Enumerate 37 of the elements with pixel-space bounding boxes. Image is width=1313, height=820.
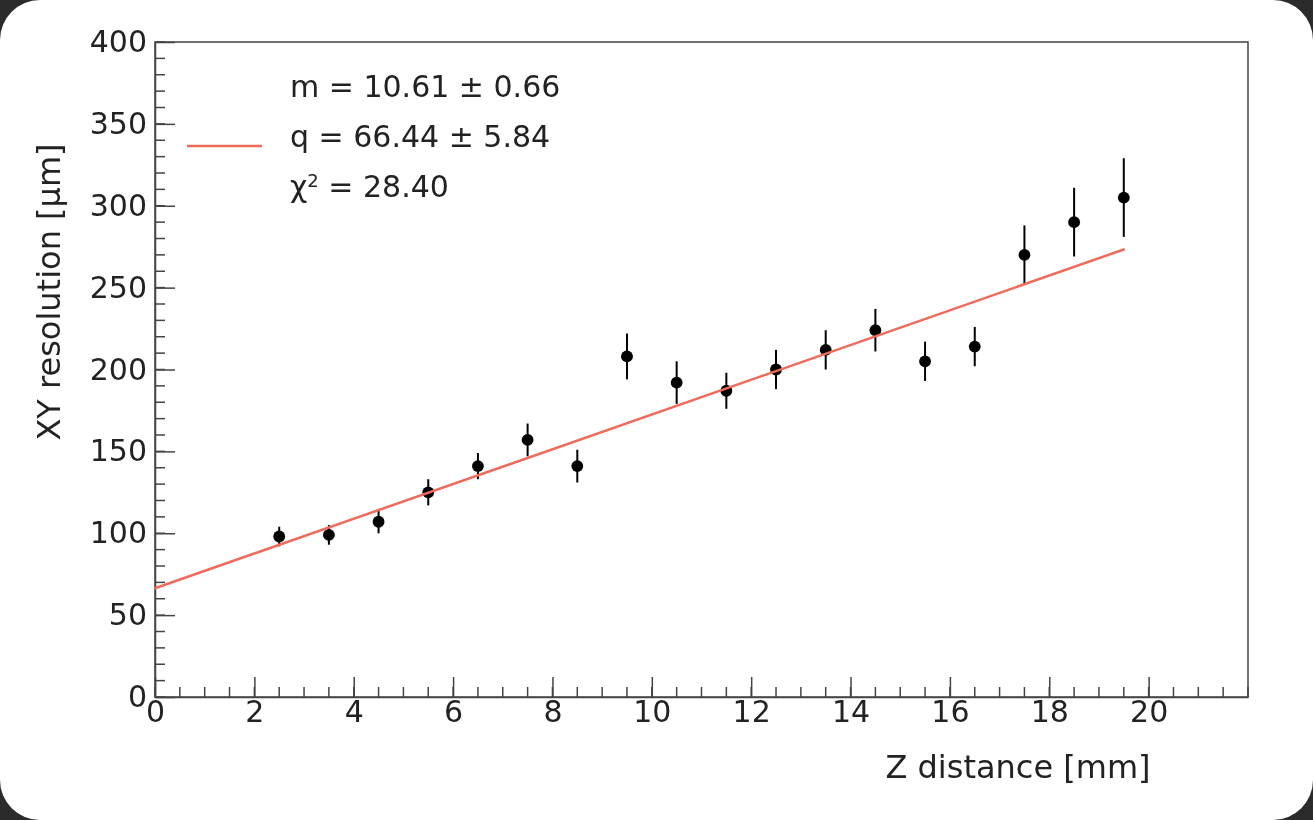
annotation: m = 10.61 ± 0.66 — [290, 68, 561, 104]
x-tick-label: 10 — [633, 693, 672, 729]
x-axis-title: Z distance [mm] — [885, 748, 1151, 786]
point — [472, 460, 484, 473]
y-tick-label: 150 — [89, 433, 147, 469]
x-tick-label: 4 — [344, 693, 364, 729]
x-tick-label: 12 — [732, 693, 771, 729]
point — [1018, 248, 1031, 261]
x-tick-label: 18 — [1030, 693, 1069, 729]
y-tick-label: 350 — [89, 105, 147, 141]
y-tick-label: 200 — [89, 351, 147, 387]
point — [670, 376, 683, 389]
x-tick-label: 2 — [245, 693, 265, 729]
point — [521, 434, 534, 446]
point — [968, 340, 981, 353]
x-tick-label: 8 — [543, 693, 563, 729]
point — [571, 460, 584, 473]
point — [1068, 216, 1081, 229]
y-tick-label: 300 — [89, 187, 147, 223]
y-tick-label: 400 — [89, 24, 147, 60]
legend-label: q = 66.44 ± 5.84 — [290, 118, 551, 154]
y-tick-label: 250 — [89, 269, 147, 305]
y-axis-title: XY resolution [µm] — [30, 143, 68, 441]
x-tick-label: 6 — [444, 693, 464, 729]
point — [273, 530, 286, 543]
y-tick-label: 100 — [89, 515, 147, 551]
point — [869, 324, 882, 337]
annotation: χ$^{2}$ = 28.40 — [290, 168, 449, 204]
x-tick-label: 20 — [1130, 693, 1169, 729]
y-tick-label: 50 — [108, 597, 147, 633]
point — [322, 528, 335, 541]
x-tick-label: 16 — [931, 693, 970, 729]
x-tick-label: 14 — [831, 693, 871, 729]
point — [919, 355, 931, 368]
point — [1117, 191, 1130, 204]
point — [372, 515, 385, 528]
point — [621, 350, 633, 363]
